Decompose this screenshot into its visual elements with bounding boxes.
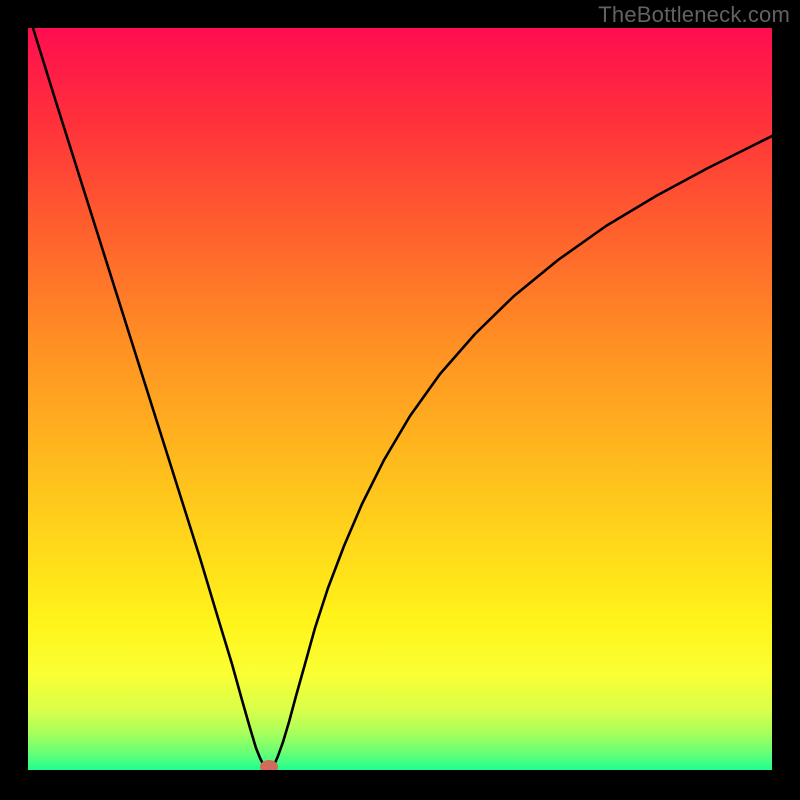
chart-container: TheBottleneck.com (0, 0, 800, 800)
bottleneck-curve-chart (0, 0, 800, 800)
plot-area (28, 28, 772, 770)
